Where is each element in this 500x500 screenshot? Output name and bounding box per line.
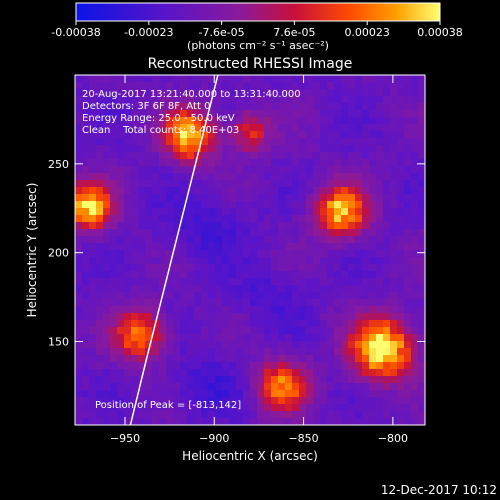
colorbar-tick-label: 7.6e-05: [273, 26, 315, 39]
y-tick-label: 250: [48, 158, 69, 171]
footer-timestamp: 12-Dec-2017 10:12: [381, 483, 497, 497]
annotation-clean-counts: Clean Total counts: 8.40E+03: [82, 125, 239, 136]
y-tick-label: 150: [48, 335, 69, 348]
colorbar-tick-label: -7.6e-05: [198, 26, 244, 39]
annotation-peak-position: Position of Peak = [-813,142]: [95, 400, 241, 411]
colorbar-units: (photons cm⁻² s⁻¹ asec⁻²): [187, 39, 329, 52]
colorbar: [75, 2, 441, 22]
heatmap: [75, 75, 425, 425]
x-axis-ticks: −950 −900 −850 −800: [110, 75, 408, 445]
y-axis-label: Heliocentric Y (arcsec): [25, 183, 39, 318]
chart-title: Reconstructed RHESSI Image: [148, 56, 353, 72]
y-axis-ticks: 150 200 250: [48, 158, 425, 348]
x-tick-label: −800: [378, 432, 408, 445]
x-tick-label: −900: [199, 432, 229, 445]
annotation-detectors: Detectors: 3F 6F 8F, Att 0: [82, 101, 210, 112]
colorbar-ticks: -0.00038 -0.00023 -7.6e-05 7.6e-05 0.00023 0.…: [51, 21, 463, 39]
x-tick-label: −950: [110, 432, 140, 445]
solar-limb-line: [129, 75, 219, 425]
colorbar-tick-label: -0.00023: [124, 26, 173, 39]
plot-frame: [74, 74, 426, 426]
y-tick-label: 200: [48, 247, 69, 260]
x-tick-label: −850: [288, 432, 318, 445]
annotation-energy-range: Energy Range: 25.0 - 50.0 keV: [82, 113, 235, 124]
colorbar-tick-label: 0.00023: [344, 26, 390, 39]
colorbar-tick-label: -0.00038: [51, 26, 100, 39]
colorbar-tick-label: 0.00038: [417, 26, 463, 39]
annotation-time-range: 20-Aug-2017 13:21:40.000 to 13:31:40.000: [82, 89, 301, 100]
x-axis-label: Heliocentric X (arcsec): [182, 449, 318, 463]
